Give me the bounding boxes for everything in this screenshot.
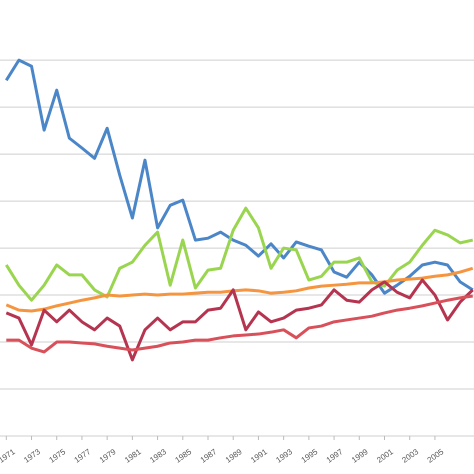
x-tick-label: 2001 [375, 447, 395, 465]
x-tick-label: 1989 [224, 447, 244, 465]
x-tick-label: 1985 [173, 447, 193, 465]
x-tick-label: 1975 [47, 447, 67, 465]
x-tick-label: 1993 [274, 447, 294, 465]
x-tick-label: 1997 [325, 447, 345, 465]
series-line [5, 266, 474, 313]
x-tick-label: 1981 [123, 447, 143, 465]
x-tick-label: 2005 [426, 447, 446, 465]
x-tick-label: 2003 [400, 447, 420, 465]
x-tick-label: 1983 [148, 447, 168, 465]
series-line [5, 278, 474, 362]
x-tick-label: 1991 [249, 447, 269, 465]
series-line [6, 294, 473, 354]
x-tick-label: 1987 [199, 447, 219, 465]
x-tick-label: 1979 [98, 447, 118, 465]
x-tick-label: 1999 [350, 447, 370, 465]
x-tick-label: 1995 [300, 447, 320, 465]
x-tick-label: 1971 [0, 447, 17, 465]
series-line [5, 206, 474, 302]
series-line [5, 58, 474, 295]
x-tick-label: 1977 [73, 447, 93, 465]
x-tick-label: 1973 [22, 447, 42, 465]
